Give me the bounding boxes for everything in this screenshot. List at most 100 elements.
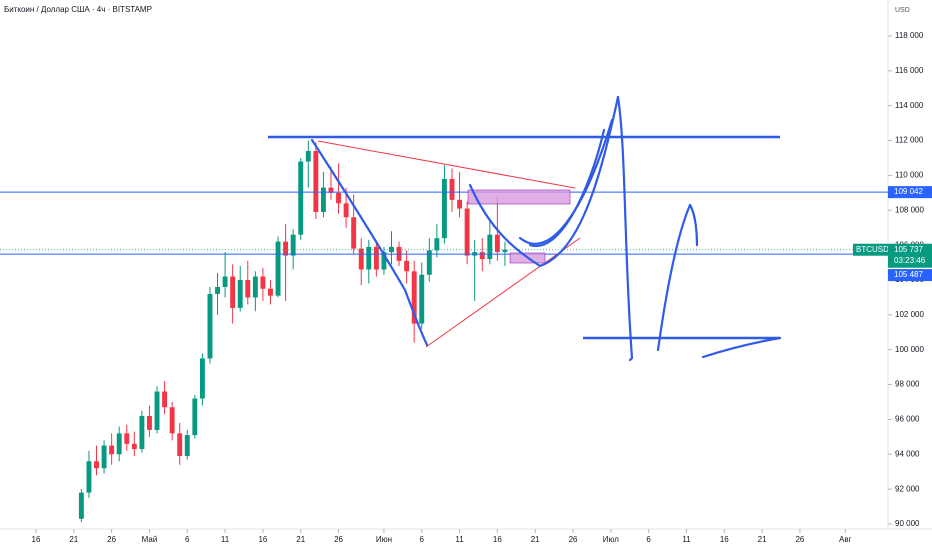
y-tick-label: 98 000	[895, 380, 920, 389]
candle-body	[245, 280, 251, 298]
x-tick-label: 16	[258, 535, 267, 544]
candle-body	[494, 234, 500, 253]
candle-body	[199, 358, 205, 399]
x-tick-label: 26	[569, 535, 578, 544]
candle-body	[86, 461, 92, 493]
x-tick-label: Июн	[376, 535, 392, 544]
candle-body	[358, 248, 364, 270]
candle-body	[139, 415, 145, 450]
triangle-top	[317, 140, 576, 189]
y-tick-label: 100 000	[895, 345, 924, 354]
x-tick-label: 26	[795, 535, 804, 544]
y-tick-label: 116 000	[895, 66, 924, 75]
last-price-label: 105 737	[894, 245, 923, 254]
candle-body	[305, 151, 311, 162]
candle-body	[94, 461, 99, 469]
x-tick-label: 21	[758, 535, 767, 544]
candle-body	[457, 199, 463, 209]
y-tick-label: 112 000	[895, 136, 924, 145]
y-tick-label: 90 000	[895, 519, 920, 528]
chart-title: Биткоин / Доллар США · 4ч · BITSTAMP	[4, 5, 152, 14]
y-tick-label: 114 000	[895, 101, 924, 110]
freehand	[701, 336, 782, 359]
candle-body	[434, 238, 440, 251]
candle-body	[426, 250, 432, 275]
candle-body	[101, 445, 107, 469]
candle-body	[328, 187, 334, 193]
x-tick-label: 26	[334, 535, 343, 544]
y-tick-label: 102 000	[895, 310, 924, 319]
x-tick-label: 26	[107, 535, 116, 544]
candle-body	[260, 276, 266, 289]
candle-body	[131, 443, 137, 450]
candle-body	[404, 260, 410, 272]
marks	[0, 140, 888, 523]
candle-body	[313, 151, 319, 213]
freehand	[656, 203, 699, 352]
candle-body	[162, 391, 168, 408]
candle-body	[184, 435, 190, 457]
x-tick-label: 11	[221, 535, 230, 544]
candle-body	[146, 415, 152, 430]
symbol-label: BTCUSD	[856, 245, 889, 254]
x-tick-label: 6	[185, 535, 190, 544]
candle-body	[449, 178, 455, 200]
y-tick-label: 94 000	[895, 449, 920, 458]
last-price-box	[888, 243, 932, 268]
y-tick-label: 92 000	[895, 484, 920, 493]
x-tick-label: Июл	[603, 535, 620, 544]
freehand	[616, 95, 634, 362]
triangle-bottom	[425, 237, 581, 348]
candle-body	[252, 276, 258, 298]
candle-body	[109, 445, 115, 455]
y-tick-label: 96 000	[895, 415, 920, 424]
candle-body	[411, 271, 417, 324]
candle-body	[169, 407, 175, 434]
x-tick-label: 21	[69, 535, 78, 544]
candle-body	[192, 398, 198, 436]
candle-body	[215, 286, 220, 294]
y-tick-label: 108 000	[895, 205, 924, 214]
candle-body	[78, 492, 84, 519]
candle-body	[381, 252, 387, 270]
candle-body	[207, 293, 213, 359]
candle-body	[124, 433, 130, 444]
freehand	[310, 138, 429, 347]
x-tick-label: 16	[32, 535, 41, 544]
candle-body	[290, 234, 296, 256]
x-tick-label: 11	[682, 535, 691, 544]
x-tick-label: Май	[142, 535, 158, 544]
currency-label: USD	[895, 7, 910, 14]
price-label-box	[888, 269, 932, 282]
labels: 90 000 92 000 94 000 96 000 98 000 100 000 102…	[32, 31, 932, 544]
drawings	[268, 95, 782, 362]
candle-body	[237, 280, 243, 308]
y-tick-label: 110 000	[895, 171, 924, 180]
candle-body	[283, 241, 289, 256]
freehand	[528, 128, 606, 248]
x-tick-label: Авг	[839, 535, 852, 544]
x-tick-label: 11	[455, 535, 464, 544]
countdown-label: 03:23:46	[894, 256, 926, 265]
candle-body	[464, 208, 470, 256]
x-tick-label: 21	[296, 535, 305, 544]
candle-body	[275, 241, 281, 296]
candle-body	[116, 433, 122, 455]
symbol-box	[853, 243, 888, 256]
candle-body	[222, 276, 228, 287]
candle-body	[154, 391, 160, 430]
candle-body	[336, 192, 342, 204]
price-label: 105 487	[894, 270, 923, 279]
candle-body	[366, 246, 372, 270]
candle-body	[177, 433, 183, 457]
candle-body	[351, 217, 357, 249]
x-tick-label: 6	[646, 535, 651, 544]
freehand	[468, 95, 620, 268]
x-tick-label: 16	[720, 535, 729, 544]
x-tick-label: 21	[531, 535, 540, 544]
candle-body	[419, 274, 425, 324]
candle-body	[268, 288, 273, 296]
candle-body	[487, 234, 493, 260]
price-label: 109 042	[894, 187, 923, 196]
